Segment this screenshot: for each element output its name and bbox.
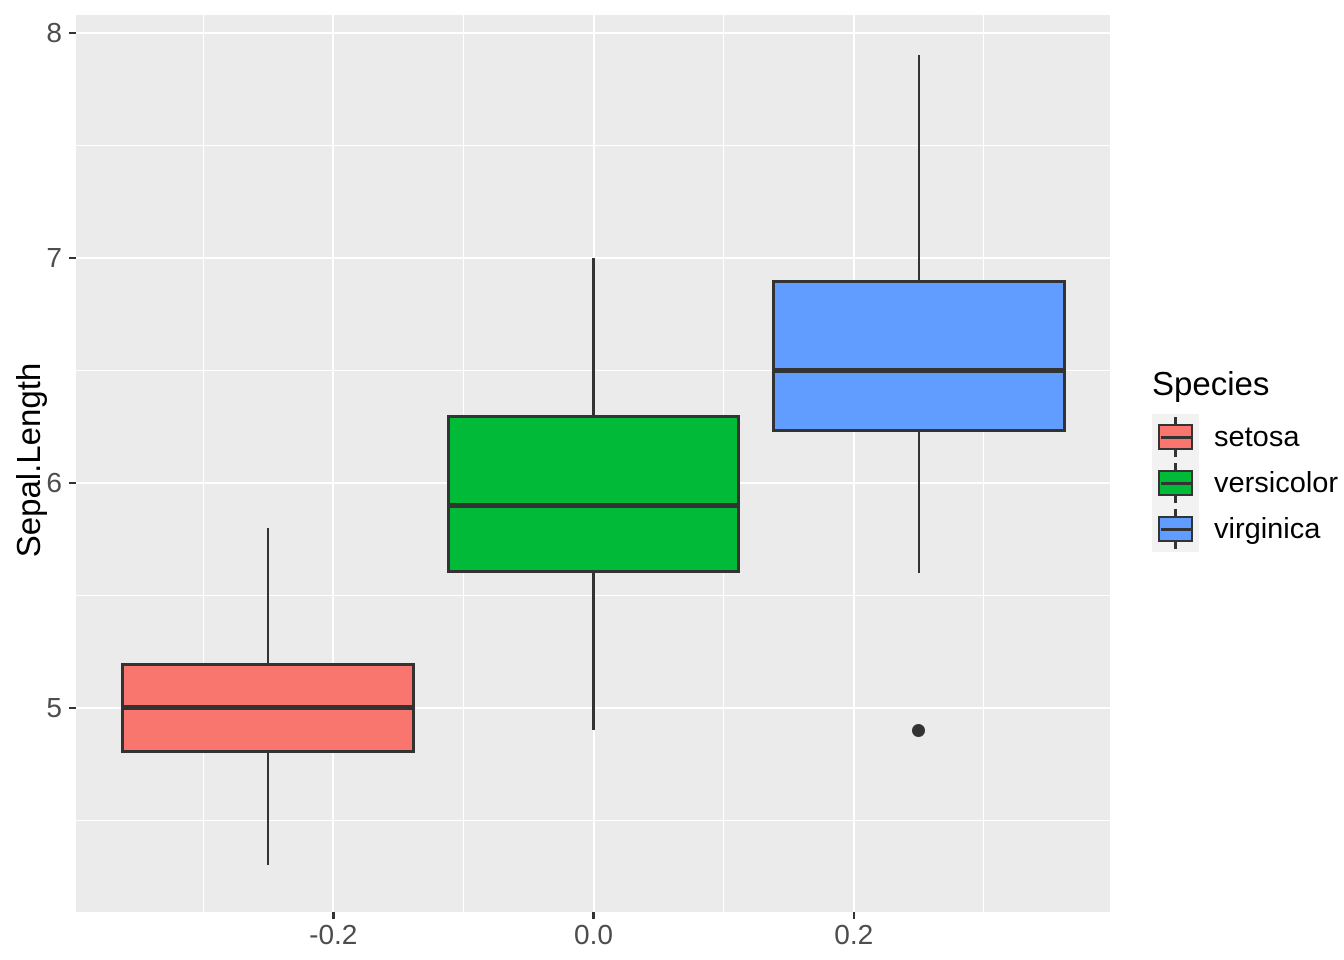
y-tick-mark <box>69 481 76 485</box>
y-tick-label: 6 <box>46 466 62 498</box>
x-tick-label: -0.2 <box>309 919 358 950</box>
whisker-lower-versicolor <box>592 572 595 731</box>
plot-panel <box>76 15 1110 912</box>
major-gridline-x <box>332 15 335 912</box>
x-tick-label: 0.0 <box>574 919 613 950</box>
whisker-upper-setosa <box>266 527 270 663</box>
legend-key-versicolor <box>1152 460 1199 506</box>
minor-gridline-x <box>202 15 204 912</box>
y-tick-label: 5 <box>46 691 62 723</box>
box-versicolor <box>446 415 741 573</box>
legend-key-median-icon <box>1160 481 1191 485</box>
legend-key-median-icon <box>1160 527 1191 531</box>
x-tick-mark <box>332 912 335 919</box>
minor-gridline-x <box>983 15 985 912</box>
y-tick-mark <box>69 31 76 35</box>
legend-key-median-icon <box>1160 435 1191 439</box>
whisker-lower-virginica <box>917 432 921 573</box>
box-virginica <box>772 280 1066 433</box>
median-virginica <box>775 367 1063 373</box>
x-tick-label: 0.2 <box>834 919 874 950</box>
legend-label-versicolor: versicolor <box>1214 467 1339 499</box>
y-tick-mark <box>69 256 76 260</box>
whisker-upper-virginica <box>917 55 921 281</box>
median-versicolor <box>449 502 738 508</box>
whisker-upper-versicolor <box>592 257 595 416</box>
legend-label-virginica: virginica <box>1214 513 1321 545</box>
legend: Species setosa versicolor virginica <box>1152 366 1344 566</box>
y-tick-label: 7 <box>46 241 62 273</box>
legend-title: Species <box>1152 365 1270 402</box>
major-gridline-x <box>852 15 855 912</box>
whisker-lower-setosa <box>266 752 270 866</box>
y-axis-title: Sepal.Length <box>10 362 47 558</box>
outlier-point-virginica <box>912 723 926 737</box>
x-tick-mark <box>852 912 856 919</box>
y-tick-mark <box>69 706 76 710</box>
x-tick-mark <box>592 912 595 919</box>
y-tick-label: 8 <box>46 16 62 48</box>
median-setosa <box>124 705 412 711</box>
legend-label-setosa: setosa <box>1214 421 1300 453</box>
legend-key-virginica <box>1152 506 1199 552</box>
legend-key-setosa <box>1152 414 1199 460</box>
